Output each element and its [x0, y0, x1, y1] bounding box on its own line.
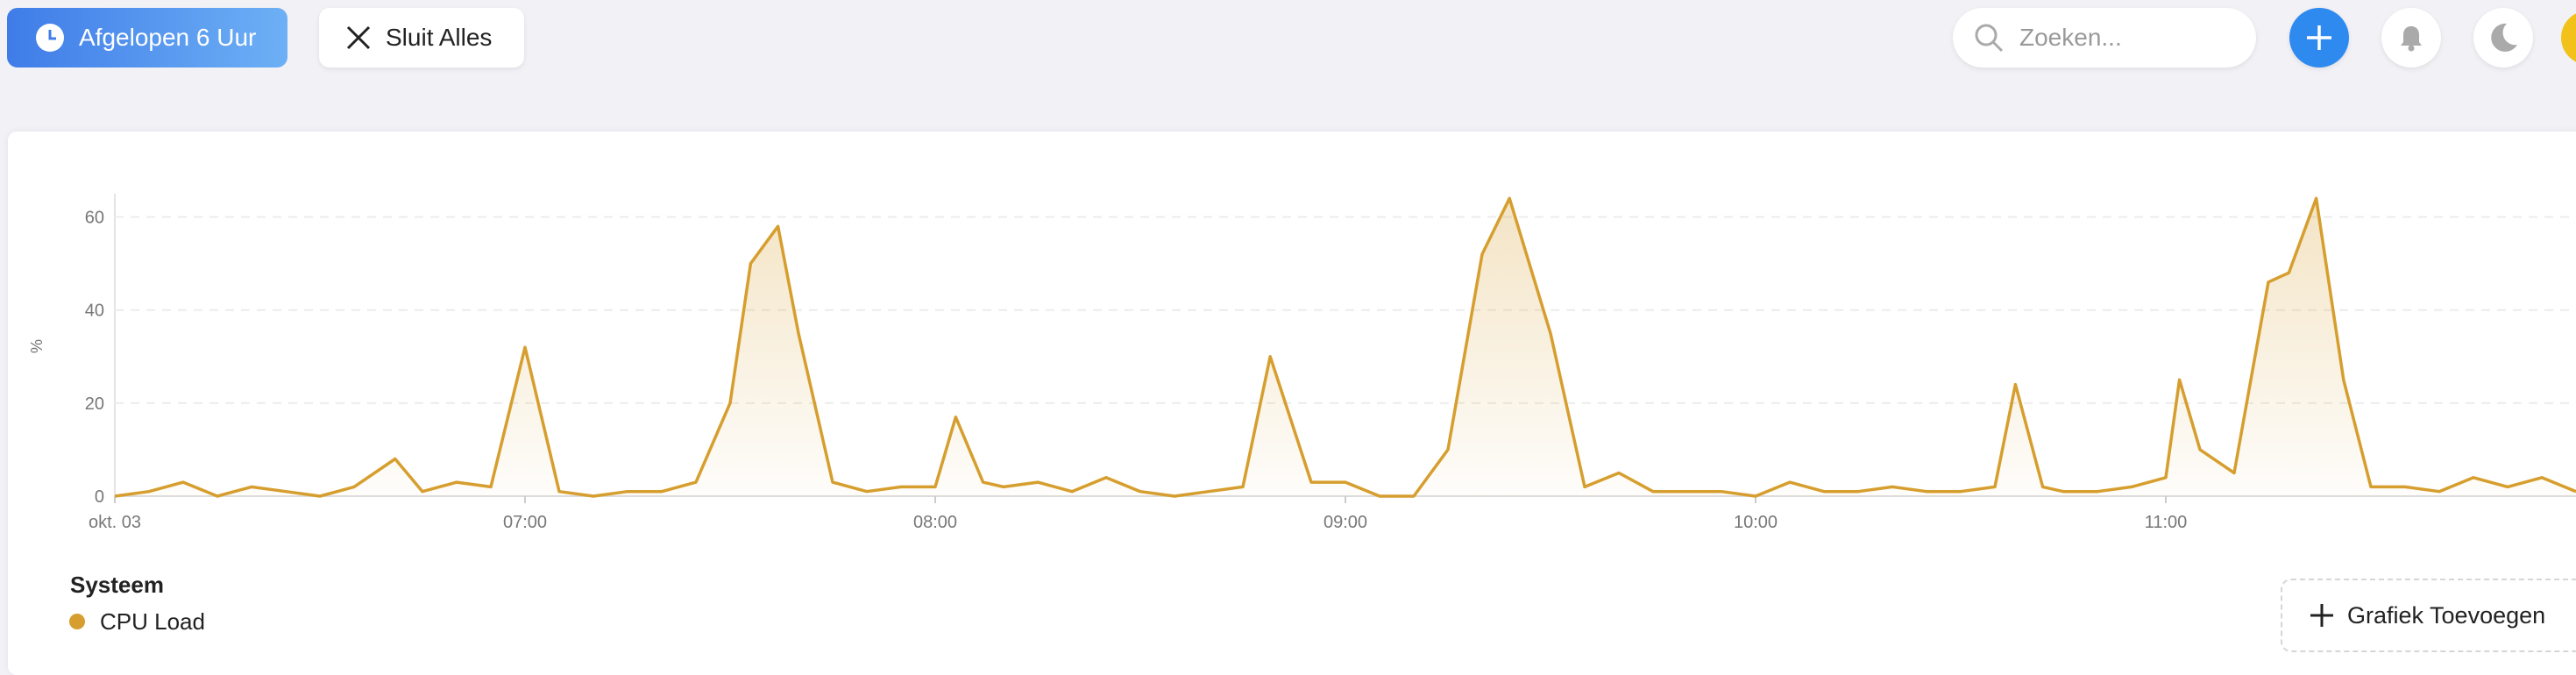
bell-icon: [2401, 26, 2422, 52]
clock-icon: [36, 24, 64, 52]
add-button[interactable]: [2289, 8, 2349, 68]
line: [114, 196, 2576, 498]
legend-swatch: [69, 614, 85, 629]
close-all-label: Sluit Alles: [386, 24, 493, 51]
avatar[interactable]: [2561, 11, 2576, 65]
theme-button[interactable]: [2473, 8, 2533, 68]
add-chart-label: Grafiek Toevoegen: [2347, 601, 2546, 629]
y-tick-label: 20: [85, 394, 104, 414]
x-tick-label: 11:00: [2145, 513, 2188, 532]
area: [115, 198, 2576, 497]
plus-icon: [2310, 604, 2333, 627]
close-all-button[interactable]: Sluit Alles: [319, 8, 524, 68]
time-range-button[interactable]: Afgelopen 6 Uur: [7, 8, 287, 68]
notifications-button[interactable]: [2381, 8, 2441, 68]
y-tick-label: 60: [85, 209, 104, 228]
y-axis-label: %: [28, 339, 46, 353]
search-icon: [1975, 24, 2004, 53]
legend-entry: CPU Load: [100, 608, 205, 635]
y-tick-label: 0: [95, 487, 104, 507]
x-tick-label: 08:00: [913, 513, 957, 532]
legend-title: Systeem: [70, 572, 164, 598]
x-tick-label: 07:00: [503, 513, 547, 532]
close-icon: [346, 25, 371, 50]
y-tick-label: 40: [85, 302, 104, 321]
search-placeholder: Zoeken...: [2019, 24, 2122, 51]
x-tick-label: okt. 03: [89, 513, 141, 532]
moon-icon: [2491, 23, 2517, 52]
x-tick-label: 10:00: [1734, 513, 1778, 532]
add-chart-button[interactable]: Grafiek Toevoegen: [2281, 579, 2576, 652]
plus-icon: [2307, 25, 2331, 50]
x-tick-label: 09:00: [1323, 513, 1367, 532]
time-range-label: Afgelopen 6 Uur: [79, 24, 257, 51]
search-box[interactable]: Zoeken...: [1953, 8, 2256, 68]
